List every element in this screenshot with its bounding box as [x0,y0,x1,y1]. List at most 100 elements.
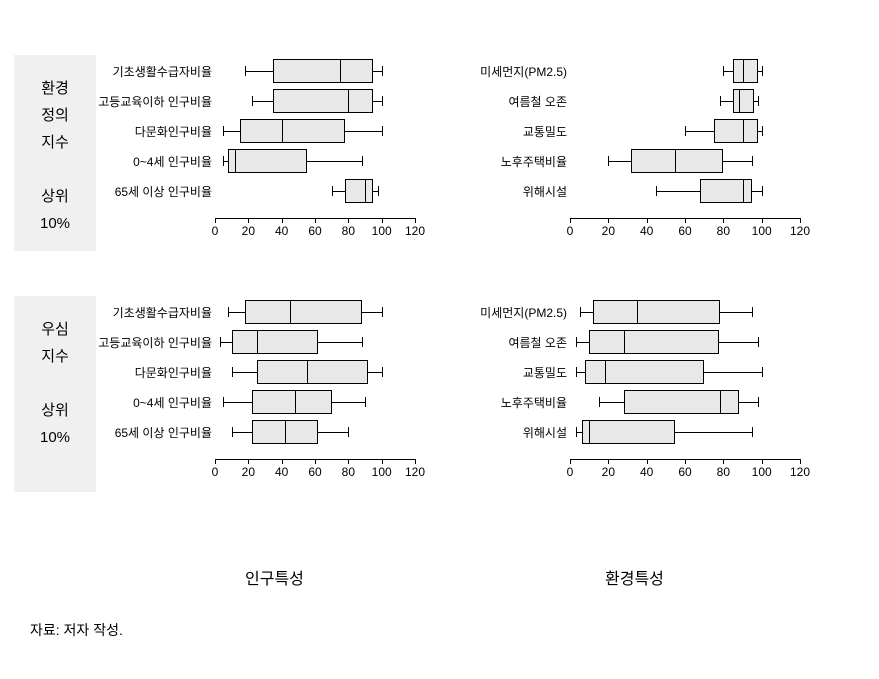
tick-label: 100 [752,465,772,479]
category-label: 기초생활수급자비율 [113,304,212,321]
category-label: 노후주택비율 [501,153,567,170]
tick [647,218,648,223]
whisker-cap [758,397,759,407]
tick-label: 80 [717,465,730,479]
category-label: 교통밀도 [523,364,567,381]
median-line [624,330,625,354]
tick-label: 120 [405,465,425,479]
whisker-cap [758,96,759,106]
median-line [290,300,291,324]
tick-label: 0 [212,465,219,479]
tick-label: 40 [640,224,653,238]
tick-label: 80 [342,465,355,479]
median-line [257,330,258,354]
tick [685,459,686,464]
whisker-cap [762,186,763,196]
whisker-cap [720,96,721,106]
whisker-cap [232,427,233,437]
category-label: 미세먼지(PM2.5) [480,304,567,321]
median-line [637,300,638,324]
tick [382,218,383,223]
box [733,89,754,113]
category-label: 다문화인구비율 [135,364,212,381]
tick [570,218,571,223]
whisker-cap [365,397,366,407]
whisker-cap [599,397,600,407]
whisker-cap [580,307,581,317]
whisker-cap [220,337,221,347]
tick [608,459,609,464]
tick-label: 100 [372,465,392,479]
tick-label: 20 [242,465,255,479]
median-line [235,149,236,173]
tick-label: 40 [275,224,288,238]
tick-label: 120 [790,465,810,479]
tick-label: 20 [602,465,615,479]
tick-label: 60 [678,224,691,238]
category-label: 65세 이상 인구비율 [115,183,212,200]
tick [415,459,416,464]
box [585,360,704,384]
whisker-cap [762,66,763,76]
axis-title-left: 인구특성 [245,565,304,589]
whisker-cap [382,96,383,106]
whisker-cap [685,126,686,136]
box [240,119,345,143]
box [714,119,758,143]
whisker-cap [758,337,759,347]
tick [315,218,316,223]
whisker-cap [576,427,577,437]
category-label: 미세먼지(PM2.5) [480,63,567,80]
whisker-cap [752,156,753,166]
median-line [605,360,606,384]
box [273,59,373,83]
whisker-cap [576,337,577,347]
category-label: 고등교육이하 인구비율 [98,334,212,351]
category-label: 65세 이상 인구비율 [115,424,212,441]
tick-label: 60 [308,224,321,238]
whisker-cap [656,186,657,196]
box [582,420,676,444]
whisker-cap [752,427,753,437]
tick-label: 120 [790,224,810,238]
whisker-cap [378,186,379,196]
median-line [307,360,308,384]
axis-title-right: 환경특성 [605,565,664,589]
tick-label: 80 [717,224,730,238]
box [631,149,723,173]
whisker-cap [752,307,753,317]
whisker-cap [245,66,246,76]
tick-label: 60 [678,465,691,479]
tick [215,218,216,223]
category-label: 0~4세 인구비율 [133,394,212,411]
tick [800,218,801,223]
whisker-cap [762,367,763,377]
boxplot-botLeft: 020406080100120 [215,290,415,460]
whisker-cap [382,307,383,317]
box [252,390,332,414]
box [700,179,752,203]
tick [762,459,763,464]
whisker-cap [252,96,253,106]
box [232,330,319,354]
whisker-cap [228,307,229,317]
tick [647,459,648,464]
category-label: 위해시설 [523,183,567,200]
boxplot-topLeft: 020406080100120 [215,49,415,219]
category-label: 교통밀도 [523,123,567,140]
whisker-cap [362,156,363,166]
tick-label: 120 [405,224,425,238]
median-line [743,59,744,83]
tick-label: 0 [567,224,574,238]
median-line [365,179,366,203]
boxplot-topRight: 020406080100120 [570,49,800,219]
box [593,300,720,324]
box [624,390,739,414]
median-line [720,390,721,414]
row-label-bottom: 우심지수 상위10% [14,296,96,492]
tick [282,459,283,464]
box [228,149,306,173]
whisker-cap [348,427,349,437]
median-line [295,390,296,414]
median-line [285,420,286,444]
